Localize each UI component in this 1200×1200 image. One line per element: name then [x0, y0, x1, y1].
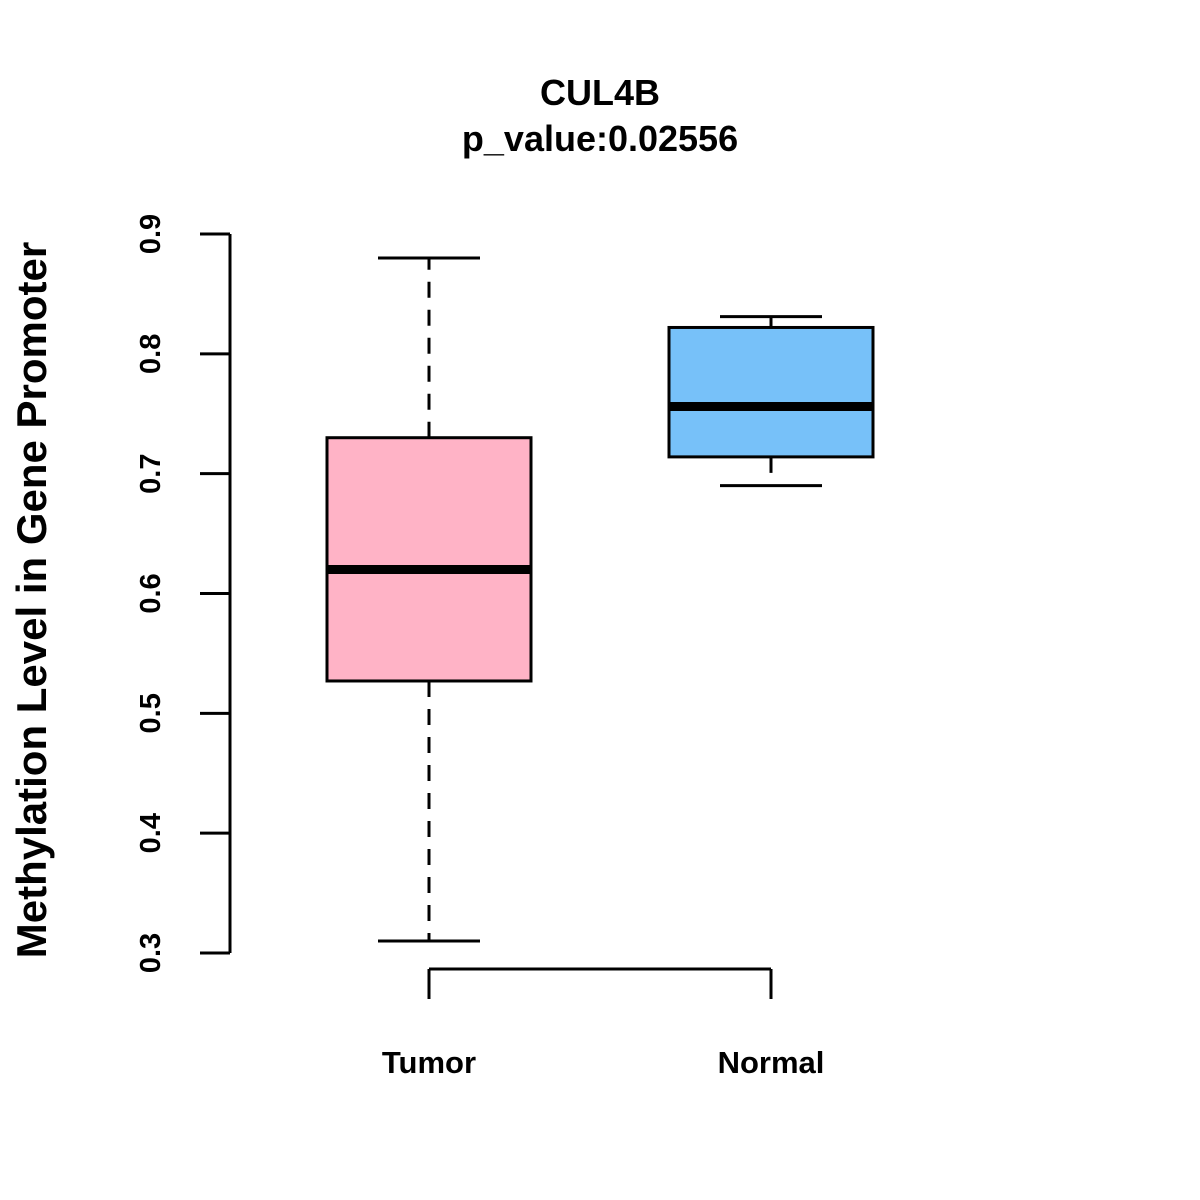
y-tick-label: 0.7 — [135, 454, 167, 494]
x-axis: Tumor Normal — [382, 967, 825, 1080]
y-axis-label: Methylation Level in Gene Promoter — [8, 242, 55, 958]
y-tick-label: 0.6 — [135, 573, 167, 613]
y-tick-label: 0.4 — [135, 813, 167, 853]
x-tick-label: Tumor — [382, 1045, 476, 1080]
y-tick-label: 0.3 — [135, 933, 167, 973]
y-tick-label: 0.5 — [135, 693, 167, 733]
box-group — [325, 256, 875, 943]
chart-subtitle: p_value:0.02556 — [462, 118, 738, 159]
box-normal — [667, 315, 875, 488]
box-tumor — [325, 256, 533, 943]
chart-title: CUL4B — [540, 72, 660, 113]
y-tick-label: 0.8 — [135, 334, 167, 374]
x-tick-label: Normal — [718, 1045, 825, 1080]
box-body — [667, 325, 875, 459]
box-body — [325, 436, 533, 683]
y-axis: 0.3 0.4 0.5 0.6 0.7 0.8 0.9 — [135, 214, 232, 973]
y-tick-label: 0.9 — [135, 214, 167, 254]
